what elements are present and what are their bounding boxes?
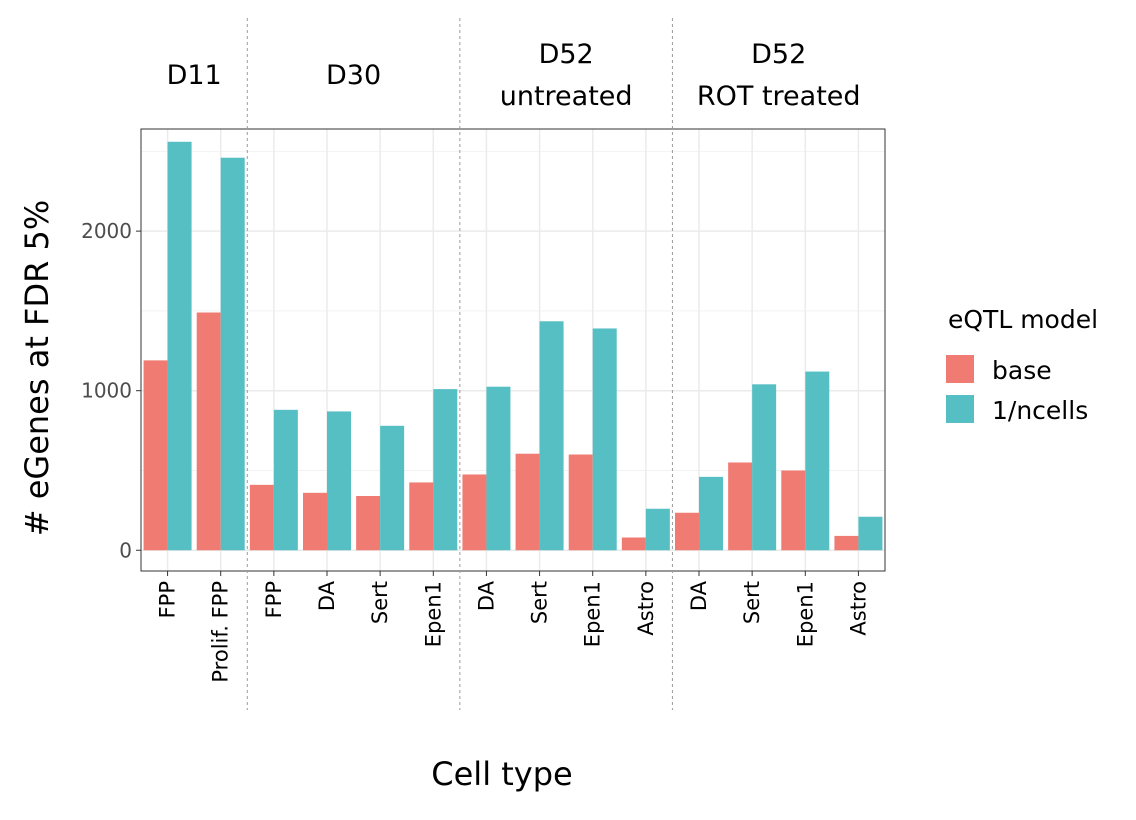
y-axis-title: # eGenes at FDR 5% [18,200,56,537]
bar-1-ncells [858,516,883,551]
bar-1-ncells [752,384,777,551]
x-tick-label: Sert [528,581,552,624]
bar-base [356,496,381,551]
group-label: D52 [751,39,806,70]
bar-1-ncells [486,386,511,551]
bar-base [675,512,699,551]
panel-border [140,128,886,572]
x-tick-label: Prolif. FPP [209,581,233,683]
x-tick-label: FPP [262,581,286,618]
legend-title: eQTL model [948,305,1098,334]
bar-base [303,492,327,551]
bar-1-ncells [167,141,192,551]
legend-swatch [946,395,974,423]
group-label: D30 [326,60,381,91]
bars-layer [143,141,883,551]
legend-layer: base 1/ncells [946,355,1088,425]
bar-base [728,462,753,551]
bar-base [462,474,487,551]
bar-1-ncells [805,371,830,551]
bar-base [249,484,274,551]
x-tick-label: Astro [634,581,658,636]
bar-1-ncells [645,508,670,551]
bar-base [781,470,806,551]
bar-1-ncells [699,476,723,551]
bar-1-ncells [592,328,617,551]
bar-1-ncells [273,409,298,551]
x-axis-title: Cell type [431,755,572,793]
bar-base [834,535,859,551]
axes-layer: 0 1000 2000 FPP Prolif. FPP FPP DA Sert Epen1 DA S… [81,128,886,683]
bar-1-ncells [327,411,351,551]
x-tick-label: Epen1 [793,581,817,647]
bar-base [621,537,646,551]
x-tick-label: Epen1 [421,581,445,647]
bar-base [143,360,168,551]
x-tick-label: Astro [846,581,870,636]
bar-base [515,453,540,551]
x-tick-label: FPP [156,581,180,618]
group-label: D11 [167,60,222,91]
bar-1-ncells [380,425,405,551]
x-tick-label: Sert [740,581,764,624]
x-tick-label: DA [474,580,498,611]
y-tick-label: 2000 [81,219,132,243]
legend-entry-label: base [992,356,1052,385]
legend-swatch [946,355,974,383]
x-tick-label: DA [315,580,339,611]
group-label: D52 [539,39,594,70]
y-tick-label: 0 [119,538,132,562]
x-tick-label: Epen1 [581,581,605,647]
bar-base [568,454,593,551]
bar-base [196,312,221,551]
bar-1-ncells [539,321,564,551]
group-label: ROT treated [697,81,861,112]
bar-1-ncells [433,389,458,551]
group-label: untreated [500,81,633,112]
legend-entry-label: 1/ncells [992,396,1088,425]
labels-layer: D11 D30 D52 untreated D52 ROT treated [167,18,861,710]
x-tick-label: DA [687,580,711,611]
x-tick-label: Sert [368,581,392,624]
bar-base [409,482,434,551]
y-tick-label: 1000 [81,379,132,403]
bar-1-ncells [220,157,245,551]
